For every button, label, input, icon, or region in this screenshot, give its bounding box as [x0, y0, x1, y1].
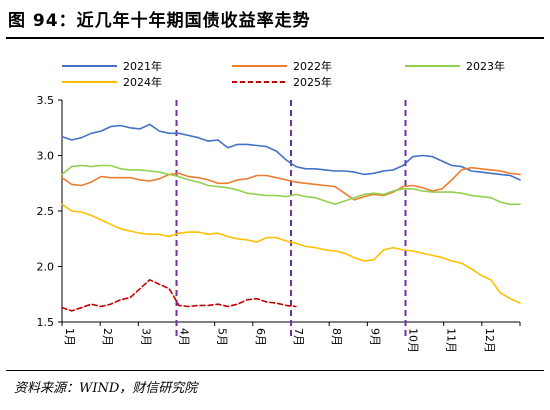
y-tick-label: 3.0 — [37, 150, 55, 163]
x-tick-label: 2月 — [101, 328, 114, 346]
series-line-2021年 — [61, 123, 521, 181]
x-tick-label: 9月 — [368, 328, 381, 346]
legend-label-2025年: 2025年 — [293, 75, 332, 89]
y-tick-label: 1.5 — [37, 316, 55, 329]
legend-label-2023年: 2023年 — [466, 59, 505, 73]
axes: 1.5 2.0 2.5 3.0 3.5 1月 2月 3月 4月 5月 6月 7月 8月 9月 10月 11月 1… — [37, 94, 521, 353]
x-tick-label: 11月 — [445, 328, 458, 353]
footer-rule — [6, 370, 544, 371]
x-tick-label: 7月 — [292, 328, 305, 346]
legend-label-2021年: 2021年 — [123, 59, 162, 73]
x-tick-label: 8月 — [330, 328, 343, 346]
series-lines — [61, 123, 521, 312]
x-tick-label: 6月 — [254, 328, 267, 346]
title-rule — [6, 37, 544, 39]
legend-label-2022年: 2022年 — [293, 59, 332, 73]
series-line-2025年 — [61, 278, 297, 312]
x-tick-label: 12月 — [483, 328, 496, 353]
legend: 2021年 2022年 2023年 2024年 2025年 — [62, 59, 505, 89]
source-note: 资料来源：WIND，财信研究院 — [14, 381, 198, 396]
quarter-markers — [175, 100, 407, 340]
x-tick-label: 5月 — [216, 328, 229, 346]
chart: 2021年 2022年 2023年 2024年 2025年 1.5 2.0 2.5 3.0 3.… — [37, 59, 521, 353]
series-line-2023年 — [61, 164, 521, 206]
x-tick-label: 10月 — [407, 328, 420, 353]
series-line-2022年 — [61, 166, 521, 201]
y-tick-label: 3.5 — [37, 94, 55, 107]
y-tick-label: 2.0 — [37, 261, 55, 274]
series-line-2024年 — [61, 203, 521, 304]
x-tick-label: 3月 — [139, 328, 152, 346]
x-tick-label: 1月 — [63, 328, 76, 346]
x-tick-label: 4月 — [178, 328, 191, 346]
y-tick-label: 2.5 — [37, 205, 55, 218]
chart-title: 图 94：近几年十年期国债收益率走势 — [8, 11, 311, 31]
legend-label-2024年: 2024年 — [123, 75, 162, 89]
